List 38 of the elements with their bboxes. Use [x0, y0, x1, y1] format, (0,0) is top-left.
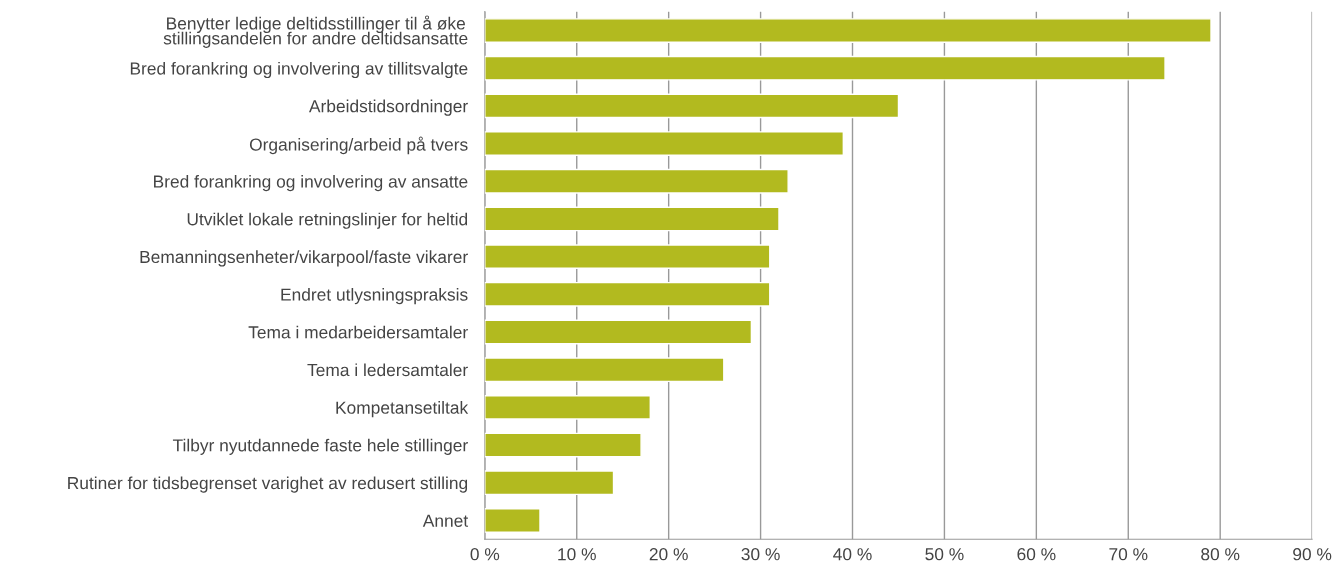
bar [484, 244, 771, 270]
bar [484, 55, 1166, 81]
bar [484, 281, 771, 307]
x-tick-label: 20 % [649, 548, 688, 561]
bar [484, 508, 541, 533]
x-tick-label: 40 % [833, 548, 872, 561]
y-tick-label: Organisering/arbeid på tvers [249, 136, 468, 155]
y-tick-label: Arbeidstidsordninger [308, 99, 468, 116]
x-tick-label: 80 % [1201, 548, 1240, 561]
y-tick-label: Rutiner for tidsbegrenset varighet av redusert stilling [68, 476, 468, 493]
x-tick-label: 10 % [558, 548, 596, 561]
bar [484, 432, 642, 458]
y-tick-label: Kompetansetiltak [336, 401, 469, 418]
x-tick-label: 70 % [1109, 548, 1148, 561]
bar [484, 470, 615, 496]
bar [484, 319, 753, 345]
y-tick-label: Bemanningsenheter/vikarpool/faste vikarer [140, 250, 468, 267]
y-tick-label: Utviklet lokale retningslinjer for heltid [187, 212, 468, 229]
x-tick-label: 0 % [470, 548, 500, 561]
y-tick-label: Benytter ledige deltidsstillinger til å øke stillingsandelen for andre deltidsansatte [163, 15, 468, 48]
y-tick-label: Endret utlysningspraksis [281, 288, 468, 305]
x-tick-label: 90 % [1293, 548, 1332, 561]
y-tick-label: Tilbyr nyutdannede faste hele stillinger [172, 438, 468, 455]
y-tick-label: Tema i ledersamtaler [307, 363, 468, 377]
y-tick-label: Bred forankring og involvering av tillitsvalgte [130, 61, 468, 79]
bar [484, 131, 845, 156]
y-tick-label: Bred forankring og involvering av ansatte [154, 174, 468, 192]
y-tick-label: Annet [422, 514, 469, 527]
bar [484, 394, 651, 420]
bar [484, 18, 1212, 43]
x-tick-label: 30 % [741, 548, 780, 561]
bar [484, 357, 725, 383]
x-tick-label: 50 % [925, 548, 964, 561]
bar [484, 168, 789, 194]
y-tick-label: Tema i medarbeidersamtaler [248, 325, 468, 339]
x-tick-label: 60 % [1017, 548, 1056, 561]
bar [484, 93, 900, 119]
bar [484, 206, 780, 232]
